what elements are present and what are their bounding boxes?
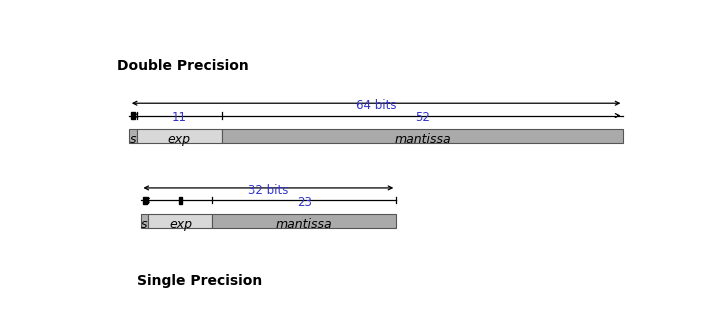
- Bar: [141, 214, 149, 228]
- Text: Single Precision: Single Precision: [136, 274, 262, 288]
- Text: exp: exp: [167, 133, 190, 146]
- Bar: [143, 197, 147, 204]
- Bar: [179, 197, 182, 204]
- Bar: [149, 214, 213, 228]
- Text: 52: 52: [415, 111, 430, 124]
- Bar: [221, 129, 624, 143]
- Text: s: s: [130, 133, 136, 146]
- Text: Double Precision: Double Precision: [118, 58, 249, 72]
- Text: 32 bits: 32 bits: [248, 184, 288, 197]
- Text: exp: exp: [169, 218, 192, 231]
- Text: s: s: [141, 218, 148, 231]
- Text: mantissa: mantissa: [276, 218, 332, 231]
- Text: mantissa: mantissa: [394, 133, 451, 146]
- Bar: [136, 129, 221, 143]
- Text: 64 bits: 64 bits: [356, 99, 397, 112]
- Text: 23: 23: [297, 196, 311, 209]
- Bar: [131, 112, 135, 119]
- Bar: [213, 214, 397, 228]
- Text: 11: 11: [172, 111, 187, 124]
- Bar: [129, 129, 136, 143]
